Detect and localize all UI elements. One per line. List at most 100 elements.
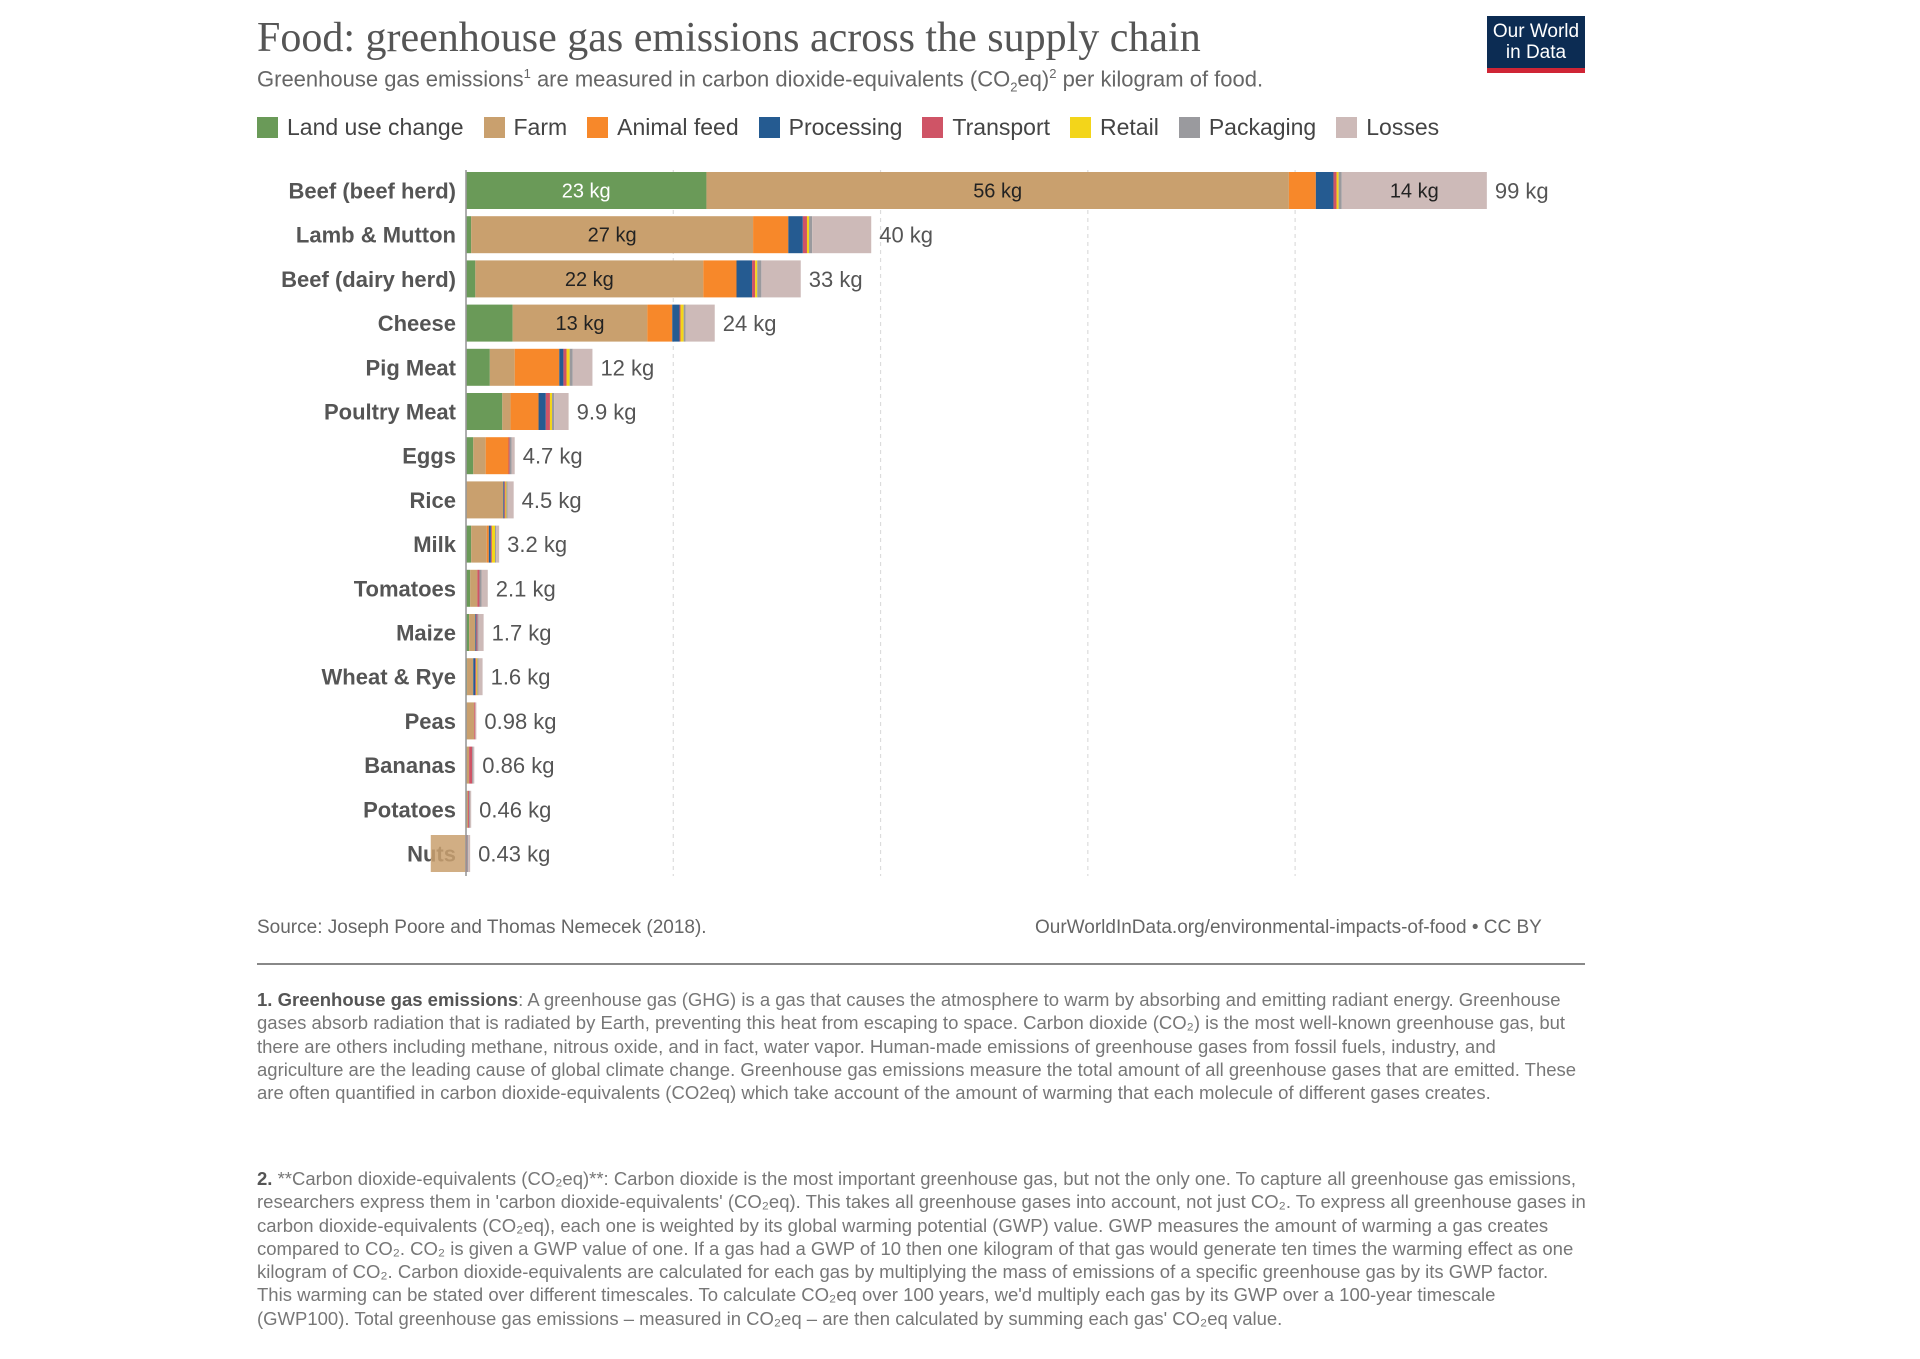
legend-item-losses[interactable]: Losses [1336,114,1439,141]
bar-segment-cheese-farm[interactable] [512,304,648,342]
bar-segment-tomatoes-packaging[interactable] [479,569,482,607]
bar-segment-nuts-losses[interactable] [468,835,471,872]
bar-segment-beef-dairy-herd-farm[interactable] [475,260,704,298]
bar-segment-milk-processing[interactable] [488,525,491,563]
bar-segment-tomatoes-land-use-change[interactable] [466,569,471,607]
legend-item-retail[interactable]: Retail [1070,114,1159,141]
bar-segment-eggs-packaging[interactable] [509,437,512,475]
bar-segment-rice-processing[interactable] [503,481,505,519]
bar-segment-poultry-meat-processing[interactable] [538,393,546,430]
bar-segment-milk-transport[interactable] [490,525,492,563]
bar-segment-lamb-and-mutton-processing[interactable] [788,216,803,254]
bar-segment-lamb-and-mutton-retail[interactable] [806,216,810,254]
bar-segment-pig-meat-retail[interactable] [566,348,570,386]
bar-segment-cheese-transport[interactable] [679,304,681,342]
bar-segment-beef-beef-herd-processing[interactable] [1315,172,1334,209]
bar-segment-lamb-and-mutton-farm[interactable] [471,216,754,254]
bar-segment-pig-meat-processing[interactable] [559,348,564,386]
bar-segment-milk-retail[interactable] [491,525,496,563]
bar-segment-eggs-transport[interactable] [508,437,510,475]
owid-logo[interactable]: Our World in Data [1487,16,1585,73]
bar-segment-peas-losses[interactable] [475,702,477,740]
bar-segment-lamb-and-mutton-transport[interactable] [802,216,807,254]
bar-segment-eggs-land-use-change[interactable] [466,437,474,475]
bar-segment-beef-beef-herd-farm[interactable] [706,172,1289,209]
bar-segment-beef-beef-herd-retail[interactable] [1336,172,1339,209]
footnote-ref-1[interactable]: 1 [523,66,531,81]
bar-segment-peas-transport[interactable] [474,702,476,740]
bar-segment-rice-farm[interactable] [466,481,504,519]
legend-item-animal-feed[interactable]: Animal feed [587,114,739,141]
bar-segment-beef-dairy-herd-transport[interactable] [752,260,756,298]
bar-segment-beef-dairy-herd-land-use-change[interactable] [466,260,476,298]
bar-segment-lamb-and-mutton-packaging[interactable] [809,216,813,254]
bar-segment-beef-dairy-herd-losses[interactable] [761,260,801,298]
bar-segment-potatoes-packaging[interactable] [469,790,471,828]
legend-item-farm[interactable]: Farm [483,114,567,141]
bar-segment-maize-packaging[interactable] [477,614,479,651]
bar-segment-maize-land-use-change[interactable] [466,614,470,651]
bar-segment-pig-meat-animal-feed[interactable] [514,348,560,386]
bar-segment-tomatoes-farm[interactable] [470,569,478,607]
bar-segment-wheat-and-rye-processing[interactable] [473,658,476,696]
bar-segment-beef-dairy-herd-animal-feed[interactable] [703,260,737,298]
bar-segment-beef-dairy-herd-processing[interactable] [736,260,753,298]
source-url-link[interactable]: OurWorldInData.org/environmental-impacts… [1035,917,1542,938]
bar-segment-tomatoes-transport[interactable] [477,569,480,607]
bar-segment-milk-packaging[interactable] [495,525,497,563]
bar-segment-rice-transport[interactable] [504,481,506,519]
bar-segment-pig-meat-land-use-change[interactable] [466,348,490,386]
bar-segment-wheat-and-rye-farm[interactable] [467,658,474,696]
bar-segment-beef-beef-herd-animal-feed[interactable] [1288,172,1316,209]
bar-segment-poultry-meat-losses[interactable] [554,393,569,430]
bar-segment-milk-losses[interactable] [496,525,500,563]
bar-segment-maize-processing[interactable] [475,614,477,651]
bar-segment-milk-farm[interactable] [471,525,487,563]
bar-segment-tomatoes-losses[interactable] [481,569,488,607]
bar-segment-lamb-and-mutton-animal-feed[interactable] [753,216,789,254]
bar-segment-poultry-meat-transport[interactable] [545,393,550,430]
bar-segment-wheat-and-rye-transport[interactable] [475,658,477,696]
bar-segment-lamb-and-mutton-losses[interactable] [812,216,872,254]
bar-segment-pig-meat-farm[interactable] [489,348,515,386]
bar-segment-bananas-packaging[interactable] [472,746,474,784]
bar-segment-nuts-farm[interactable] [430,835,466,872]
bar-segment-bananas-losses[interactable] [473,746,475,784]
legend-item-land-use-change[interactable]: Land use change [257,114,464,141]
bar-segment-pig-meat-losses[interactable] [572,348,593,386]
bar-segment-milk-animal-feed[interactable] [486,525,489,563]
bar-segment-potatoes-transport[interactable] [468,790,470,828]
bar-segment-pig-meat-transport[interactable] [563,348,567,386]
bar-segment-bananas-transport[interactable] [469,746,473,784]
legend-item-processing[interactable]: Processing [758,114,902,141]
bar-segment-poultry-meat-retail[interactable] [549,393,553,430]
bar-segment-poultry-meat-animal-feed[interactable] [510,393,539,430]
bar-segment-eggs-losses[interactable] [511,437,515,475]
bar-segment-maize-farm[interactable] [469,614,476,651]
bar-segment-beef-dairy-herd-packaging[interactable] [757,260,762,298]
bar-segment-nuts-packaging[interactable] [467,835,469,872]
bar-segment-cheese-packaging[interactable] [683,304,686,342]
bar-segment-peas-farm[interactable] [466,702,475,740]
legend-item-transport[interactable]: Transport [922,114,1050,141]
bar-segment-beef-dairy-herd-retail[interactable] [755,260,758,298]
bar-segment-wheat-and-rye-packaging[interactable] [477,658,479,696]
bar-segment-cheese-processing[interactable] [672,304,680,342]
bar-segment-poultry-meat-land-use-change[interactable] [466,393,503,430]
bar-segment-lamb-and-mutton-land-use-change[interactable] [466,216,472,254]
bar-segment-rice-losses[interactable] [507,481,514,519]
bar-segment-eggs-farm[interactable] [473,437,486,475]
bar-segment-wheat-and-rye-losses[interactable] [478,658,483,696]
bar-segment-eggs-animal-feed[interactable] [485,437,509,475]
bar-segment-maize-transport[interactable] [476,614,478,651]
bar-segment-cheese-animal-feed[interactable] [647,304,673,342]
bar-segment-cheese-losses[interactable] [685,304,715,342]
bar-segment-maize-losses[interactable] [478,614,484,651]
bar-segment-rice-retail[interactable] [505,481,507,519]
bar-segment-wheat-and-rye-retail[interactable] [476,658,478,696]
bar-segment-cheese-land-use-change[interactable] [466,304,513,342]
bar-segment-beef-beef-herd-losses[interactable] [1341,172,1487,209]
bar-segment-beef-beef-herd-packaging[interactable] [1338,172,1342,209]
bar-segment-cheese-retail[interactable] [680,304,684,342]
bar-segment-poultry-meat-packaging[interactable] [552,393,555,430]
